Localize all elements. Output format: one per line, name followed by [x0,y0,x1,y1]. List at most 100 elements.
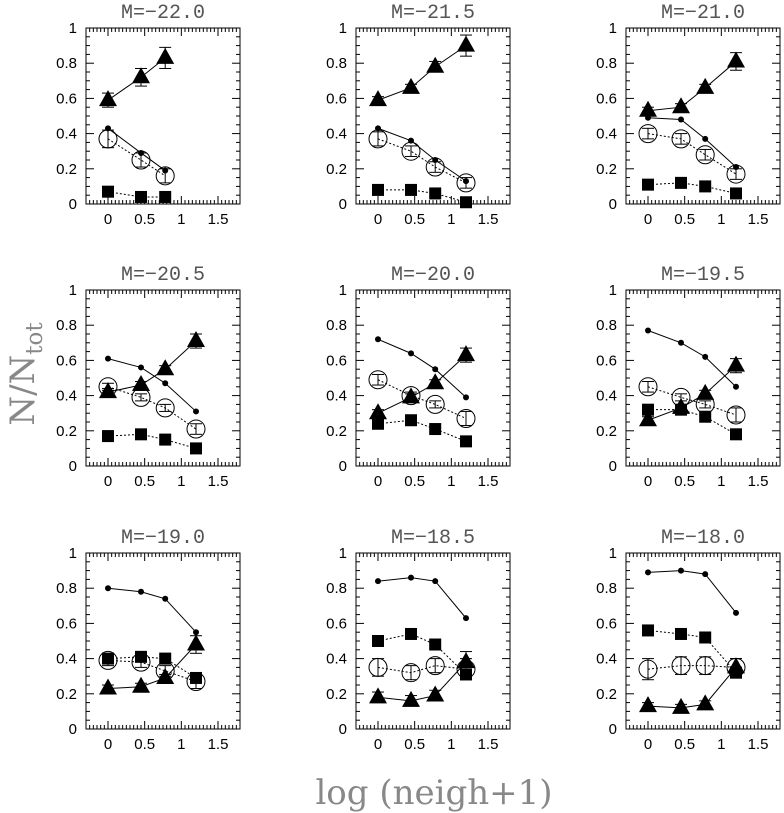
series-triangle [99,46,175,108]
dot-marker [702,135,709,142]
triangle-marker [369,403,387,420]
y-tick-label: 0.2 [326,423,347,440]
open-circle-marker [186,419,206,439]
square-marker [102,430,114,443]
panel-title: M=−21.5 [391,2,475,25]
series-line [107,433,197,449]
series-line [647,133,737,175]
triangle-marker [672,697,690,714]
y-tick-label: 0.2 [326,161,347,178]
series-line [377,419,467,442]
dot-marker [463,394,469,401]
y-tick-label: 0.2 [596,686,617,703]
y-tick-label: 1 [69,545,77,562]
series-line [377,665,467,674]
series-line [107,127,166,171]
square-marker [405,627,417,640]
y-tick-label: 0.8 [56,317,77,334]
series-line [107,587,197,633]
series-dot [375,125,469,185]
series-line [107,340,197,393]
series-line [107,656,197,679]
y-tick-label: 0.6 [56,90,77,107]
chart-panel-2: 0 0.2 0.4 0.6 0.8 1 0 0.5 1 1.5 M=−21.5 [326,2,511,228]
series-dot [645,327,739,390]
series-line [647,570,737,614]
panel-title: M=−20.5 [121,264,205,287]
dot-marker [138,149,144,156]
y-tick-label: 1 [339,545,347,562]
triangle-marker [696,383,715,400]
y-tick-label: 1 [609,282,617,299]
chart-panel-7: 0 0.2 0.4 0.6 0.8 1 0 0.5 1 1.5 M=−19.0 [56,527,241,753]
series-open-circle [368,129,476,193]
y-tick-label: 0.8 [326,317,347,334]
y-tick-label: 0 [69,458,77,475]
series-square [372,627,472,681]
triangle-marker [156,359,175,376]
dot-marker [645,327,651,334]
square-marker [405,414,417,427]
open-circle-marker [401,663,421,683]
series-line [107,358,197,412]
square-marker [135,428,147,441]
x-tick-label: 1.5 [208,211,229,228]
chart-panel-3: 0 0.2 0.4 0.6 0.8 1 0 0.5 1 1.5 M=−21.0 [596,2,781,228]
square-marker [405,183,417,196]
x-tick-label: 1.5 [748,211,769,228]
square-marker [429,187,442,200]
dot-marker [105,125,111,132]
series-line [107,386,197,430]
series-line [647,365,737,421]
dot-marker [138,588,144,595]
y-tick-label: 0.8 [326,580,347,597]
square-marker [460,196,472,209]
x-tick-label: 1 [177,473,185,490]
open-circle-marker [695,656,715,676]
chart-panel-9: 0 0.2 0.4 0.6 0.8 1 0 0.5 1 1.5 M=−18.0 [596,527,781,753]
triangle-marker [426,373,445,390]
y-tick-label: 0 [609,458,617,475]
series-line [647,667,737,709]
open-circle-marker [155,166,175,186]
x-tick-label: 1.5 [478,736,499,753]
square-marker [190,671,202,684]
open-circle-marker [726,405,746,425]
series-open-circle [638,656,746,681]
y-tick-label: 0.4 [596,126,617,143]
series-line [647,330,737,388]
y-tick-label: 1 [339,20,347,37]
y-tick-label: 0.4 [326,126,347,143]
series-dot [645,567,739,616]
square-marker [460,668,472,681]
y-tick-label: 0.8 [56,580,77,597]
y-tick-label: 0.8 [596,55,617,72]
x-tick-label: 0 [104,473,112,490]
y-tick-label: 0.4 [56,651,77,668]
x-tick-label: 0 [374,211,382,228]
y-tick-label: 0 [339,721,347,738]
triangle-marker [369,687,387,704]
dot-marker [432,157,439,163]
square-marker [699,631,712,644]
y-tick-label: 1 [609,20,617,37]
y-tick-label: 1 [339,282,347,299]
x-tick-label: 0.5 [674,473,695,490]
x-tick-label: 0.5 [404,736,425,753]
y-tick-label: 0.4 [56,388,77,405]
square-marker [699,410,712,423]
triangle-marker [187,331,205,348]
dot-marker [678,339,684,346]
series-line [377,577,467,619]
series-square [642,176,742,200]
square-marker [190,442,202,455]
dot-marker [702,571,709,578]
series-line [107,138,166,177]
series-square [372,414,472,448]
y-tick-label: 0.4 [56,126,77,143]
series-square [102,185,172,203]
y-tick-label: 0.4 [326,651,347,668]
square-marker [730,428,742,441]
series-triangle [369,651,475,707]
triangle-marker [727,355,745,372]
